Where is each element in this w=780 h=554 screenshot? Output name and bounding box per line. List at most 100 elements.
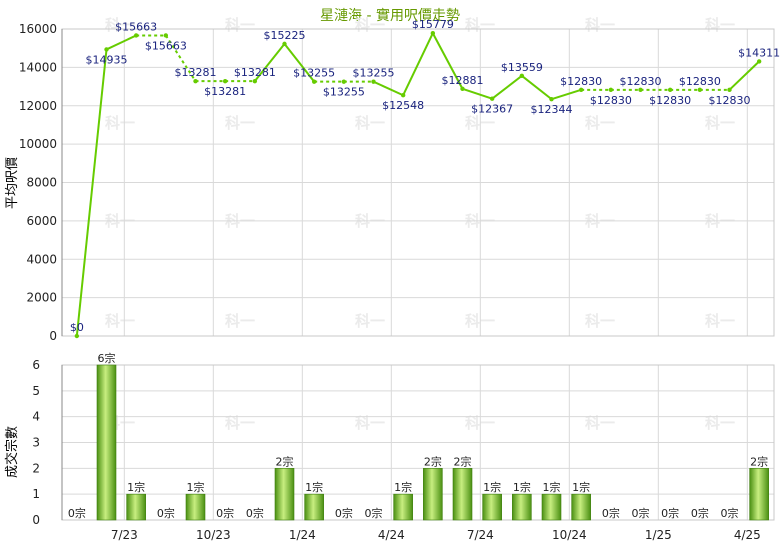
volume-data-label: 0宗 <box>68 506 86 520</box>
price-line-segment <box>283 43 315 83</box>
price-point <box>341 79 347 84</box>
volume-data-label: 0宗 <box>365 506 383 520</box>
volume-bar <box>749 468 769 521</box>
price-point <box>163 33 169 38</box>
price-line-segment <box>491 75 523 100</box>
price-line-segment <box>728 60 760 91</box>
price-point <box>756 59 762 64</box>
price-y-tick-label: 10000 <box>19 137 57 151</box>
price-data-label: $12830 <box>649 94 691 107</box>
chart-title: 星漣海 - 實用呎價走勢 <box>320 7 460 24</box>
watermark-text: 科一 <box>355 414 385 432</box>
watermark-text: 科一 <box>355 114 385 132</box>
volume-bar <box>541 493 562 521</box>
watermark-text: 科一 <box>585 114 615 132</box>
volume-data-label: 2宗 <box>454 454 472 468</box>
price-y-tick-label: 8000 <box>26 176 57 190</box>
price-data-label: $15779 <box>412 18 454 31</box>
x-tick-label: 4/24 <box>378 528 405 542</box>
price-data-label: $12830 <box>679 75 721 88</box>
volume-bar <box>482 493 502 521</box>
volume-bar <box>393 493 413 521</box>
volume-grid <box>62 364 774 521</box>
price-data-label: $13255 <box>293 67 335 80</box>
volume-y-tick-label: 1 <box>32 487 40 501</box>
price-data-label: $13281 <box>234 66 276 79</box>
volume-data-label: 0宗 <box>691 506 709 520</box>
price-data-label: $12830 <box>709 94 751 107</box>
x-tick-label: 10/24 <box>552 528 587 542</box>
price-point <box>193 78 198 84</box>
price-line-segment <box>462 87 493 100</box>
x-tick-label: 7/24 <box>467 528 494 542</box>
volume-data-label: 1宗 <box>513 480 531 494</box>
price-point <box>549 96 554 102</box>
x-tick-label: 4/25 <box>734 528 761 542</box>
watermark-text: 科一 <box>225 414 255 432</box>
price-data-label: $14311 <box>738 46 780 59</box>
watermark-text: 科一 <box>105 114 135 132</box>
price-data-label: $15663 <box>145 39 187 52</box>
price-y-tick-label: 4000 <box>26 252 57 266</box>
price-line-segment <box>402 32 434 96</box>
volume-data-label: 0宗 <box>661 506 679 520</box>
price-point <box>74 333 80 339</box>
volume-data-label: 1宗 <box>394 480 412 494</box>
volume-bar <box>512 493 532 521</box>
volume-bar <box>185 493 206 521</box>
price-data-label: $12344 <box>531 103 573 116</box>
price-data-label: $13255 <box>353 67 395 80</box>
watermark-text: 科一 <box>355 16 385 34</box>
volume-data-label: 2宗 <box>750 454 768 468</box>
volume-data-labels: 0宗 6宗 1宗 0宗 1宗 0宗 0宗 2宗 1宗 0宗 0宗 1宗 2宗 2宗 1宗 1宗 1宗 1宗 0宗 0宗… <box>68 351 768 520</box>
volume-data-label: 2宗 <box>424 454 442 468</box>
x-tick-label: 1/24 <box>289 528 316 542</box>
price-data-label: $12830 <box>560 75 602 88</box>
price-line <box>75 32 760 337</box>
volume-y-tick-label: 0 <box>32 513 40 527</box>
volume-data-label: 1宗 <box>572 480 590 494</box>
price-point <box>430 31 436 36</box>
price-grid <box>62 28 774 337</box>
volume-bars <box>96 364 769 521</box>
price-point <box>638 87 643 93</box>
watermark-text: 科一 <box>225 114 255 132</box>
price-line-segment <box>254 43 286 82</box>
price-data-label: $12830 <box>590 94 632 107</box>
price-data-label: $12881 <box>442 74 484 87</box>
price-point <box>578 87 584 93</box>
price-data-label: $12830 <box>620 75 662 88</box>
price-point <box>371 79 376 84</box>
price-point <box>311 79 317 84</box>
volume-bar <box>126 493 146 521</box>
watermark-text: 科一 <box>225 312 255 330</box>
watermark-text: 科一 <box>705 114 735 132</box>
price-data-labels: $0 $14935 $15663 $15663 $13281 $13281 $13281 $1… <box>70 18 780 334</box>
price-point <box>519 73 525 79</box>
volume-data-label: 0宗 <box>721 506 739 520</box>
x-tick-label: 1/25 <box>645 528 672 542</box>
volume-data-label: 6宗 <box>98 351 116 365</box>
watermark-text: 科一 <box>705 312 735 330</box>
volume-data-label: 0宗 <box>246 506 264 520</box>
watermark-text: 科一 <box>355 312 385 330</box>
volume-data-label: 1宗 <box>543 480 561 494</box>
volume-data-label: 0宗 <box>157 506 175 520</box>
volume-y-axis-label: 成交宗數 <box>4 426 20 478</box>
price-point <box>667 87 673 93</box>
volume-data-label: 0宗 <box>216 506 234 520</box>
watermark-text: 科一 <box>585 312 615 330</box>
price-y-tick-label: 0 <box>49 329 57 343</box>
volume-bar <box>571 493 591 521</box>
volume-bar <box>274 468 295 521</box>
price-data-label: $14935 <box>86 53 128 66</box>
watermark-text: 科一 <box>225 16 255 34</box>
price-y-tick-label: 6000 <box>26 214 57 228</box>
price-line-segment <box>75 49 108 337</box>
volume-data-label: 1宗 <box>305 480 323 494</box>
volume-data-label: 0宗 <box>602 506 620 520</box>
watermark-text: 科一 <box>105 312 135 330</box>
price-point <box>400 93 406 98</box>
price-y-tick-label: 12000 <box>19 99 57 113</box>
